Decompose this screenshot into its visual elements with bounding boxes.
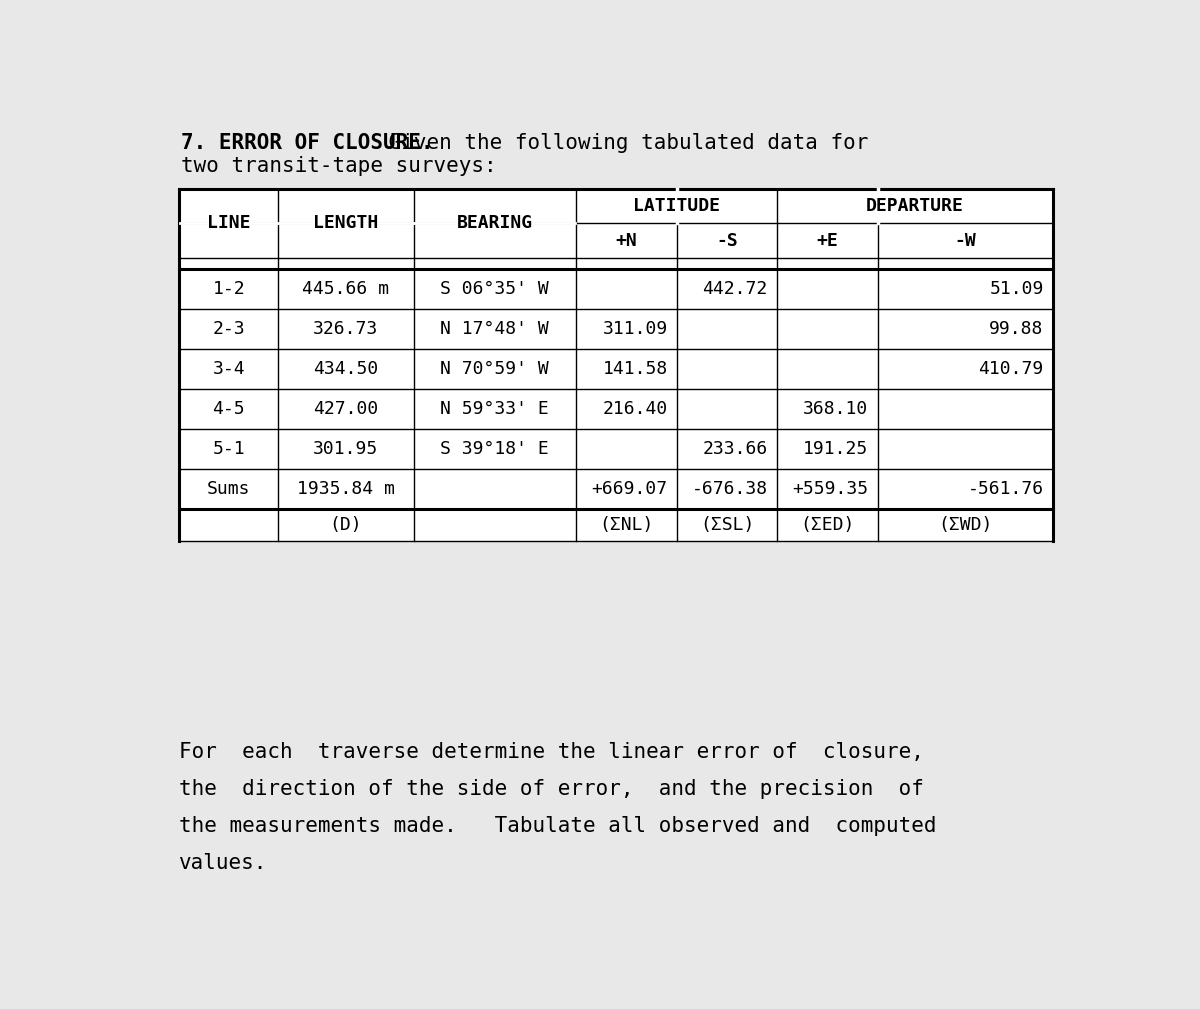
Text: 216.40: 216.40: [602, 400, 667, 418]
Text: -W: -W: [954, 232, 976, 250]
Text: values.: values.: [180, 854, 268, 874]
Bar: [180, 189, 1052, 541]
Text: 311.09: 311.09: [602, 320, 667, 338]
Text: (D): (D): [329, 516, 362, 534]
Text: Sums: Sums: [206, 480, 251, 498]
Text: (ΣED): (ΣED): [800, 516, 854, 534]
Text: 3-4: 3-4: [212, 360, 245, 378]
Text: -S: -S: [716, 232, 738, 250]
Text: 1935.84 m: 1935.84 m: [296, 480, 395, 498]
Text: (ΣNL): (ΣNL): [600, 516, 654, 534]
Text: 141.58: 141.58: [602, 360, 667, 378]
Text: LATITUDE: LATITUDE: [634, 197, 720, 215]
Text: -561.76: -561.76: [967, 480, 1044, 498]
Text: 368.10: 368.10: [803, 400, 869, 418]
Text: +N: +N: [616, 232, 637, 250]
Text: 410.79: 410.79: [978, 360, 1044, 378]
Text: N 70°59' W: N 70°59' W: [440, 360, 550, 378]
Text: 427.00: 427.00: [313, 400, 378, 418]
Text: 99.88: 99.88: [989, 320, 1044, 338]
Text: 2-3: 2-3: [212, 320, 245, 338]
Text: two transit-tape surveys:: two transit-tape surveys:: [181, 155, 497, 176]
Text: LENGTH: LENGTH: [313, 215, 378, 232]
Text: 5-1: 5-1: [212, 440, 245, 458]
Text: the  direction of the side of error,  and the precision  of: the direction of the side of error, and …: [180, 779, 924, 799]
Text: 1-2: 1-2: [212, 279, 245, 298]
Text: 434.50: 434.50: [313, 360, 378, 378]
Text: 51.09: 51.09: [989, 279, 1044, 298]
Text: 445.66 m: 445.66 m: [302, 279, 389, 298]
Text: +E: +E: [816, 232, 839, 250]
Text: DEPARTURE: DEPARTURE: [866, 197, 964, 215]
Text: S 39°18' E: S 39°18' E: [440, 440, 550, 458]
Text: N 59°33' E: N 59°33' E: [440, 400, 550, 418]
Text: For  each  traverse determine the linear error of  closure,: For each traverse determine the linear e…: [180, 743, 924, 763]
Text: Given the following tabulated data for: Given the following tabulated data for: [377, 132, 869, 152]
Text: 4-5: 4-5: [212, 400, 245, 418]
Text: the measurements made.   Tabulate all observed and  computed: the measurements made. Tabulate all obse…: [180, 816, 937, 836]
Text: 301.95: 301.95: [313, 440, 378, 458]
Text: BEARING: BEARING: [457, 215, 533, 232]
Text: LINE: LINE: [206, 215, 251, 232]
Text: 326.73: 326.73: [313, 320, 378, 338]
Text: 7. ERROR OF CLOSURE.: 7. ERROR OF CLOSURE.: [181, 132, 433, 152]
Text: 442.72: 442.72: [702, 279, 768, 298]
Text: +559.35: +559.35: [792, 480, 869, 498]
Text: S 06°35' W: S 06°35' W: [440, 279, 550, 298]
Text: 191.25: 191.25: [803, 440, 869, 458]
Text: -676.38: -676.38: [691, 480, 768, 498]
Text: 233.66: 233.66: [702, 440, 768, 458]
Text: N 17°48' W: N 17°48' W: [440, 320, 550, 338]
Text: (ΣSL): (ΣSL): [700, 516, 754, 534]
Text: +669.07: +669.07: [592, 480, 667, 498]
Text: (ΣWD): (ΣWD): [938, 516, 992, 534]
